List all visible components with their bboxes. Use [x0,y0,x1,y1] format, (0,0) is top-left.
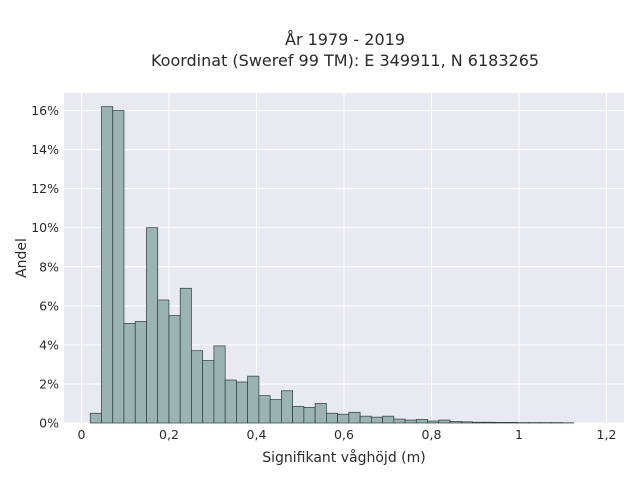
histogram-bar [168,315,181,424]
histogram-bar [460,421,473,424]
histogram-bar [112,110,125,424]
histogram-bar [393,418,406,424]
histogram-bar [292,406,305,424]
histogram-bar [438,419,451,424]
x-tick-label: 0,6 [334,427,354,442]
bars [89,106,575,424]
histogram-bar [258,395,271,424]
histogram-bar [370,416,383,424]
histogram-bar [89,412,102,424]
histogram-bar [247,375,260,424]
histogram-bar [146,227,159,424]
histogram-bar [202,360,215,424]
histogram-bar [505,422,518,424]
chart-title-line-1: År 1979 - 2019 [285,30,405,49]
histogram-bar [359,415,372,424]
y-tick-label: 2% [39,376,59,391]
y-tick-label: 6% [39,298,59,313]
y-axis-label: Andel [14,238,30,278]
histogram-bar [382,415,395,424]
histogram-bar [314,403,327,424]
histogram-bar [101,106,114,424]
histogram-bar [483,421,496,424]
y-tick-label: 0% [39,416,59,431]
histogram-bar [427,420,440,424]
y-tick-label: 16% [31,103,59,118]
y-tick-label: 14% [31,142,59,157]
histogram-bar [236,381,249,424]
x-tick-label: 0,2 [159,427,179,442]
histogram-bar [494,422,507,424]
y-tick-label: 8% [39,259,59,274]
histogram-bar [415,419,428,424]
histogram-bar [404,419,417,424]
histogram-bar [157,299,170,424]
y-tick-label: 4% [39,337,59,352]
chart-title-line-2: Koordinat (Sweref 99 TM): E 349911, N 61… [151,51,539,70]
histogram-bar [449,421,462,424]
histogram-bar [337,413,350,424]
x-tick-label: 0 [78,427,86,442]
x-axis-label: Signifikant våghöjd (m) [262,449,425,466]
x-tick-label: 0,4 [247,427,267,442]
histogram-bar [179,287,192,424]
histogram-bar [348,411,361,424]
histogram-bar [224,379,237,424]
histogram-bar [213,345,226,424]
histogram-bar [134,321,147,424]
x-tick-label: 1 [515,427,523,442]
y-tick-label: 10% [31,220,59,235]
histogram-bar [303,407,316,424]
histogram-bar [472,421,485,424]
histogram-bar [191,350,204,424]
x-tick-label: 0,8 [422,427,442,442]
histogram-bar [281,390,293,424]
x-tick-label: 1,2 [597,427,617,442]
histogram-bar [326,412,338,424]
y-tick-label: 12% [31,181,59,196]
tick-labels: 0% 2% 4% 6% 8% 10% 12% 14% 16% 0 0,2 0,4 0,6 0,8 1 1,2 [31,103,616,442]
histogram-bar [269,399,282,424]
histogram-bar [123,323,136,424]
